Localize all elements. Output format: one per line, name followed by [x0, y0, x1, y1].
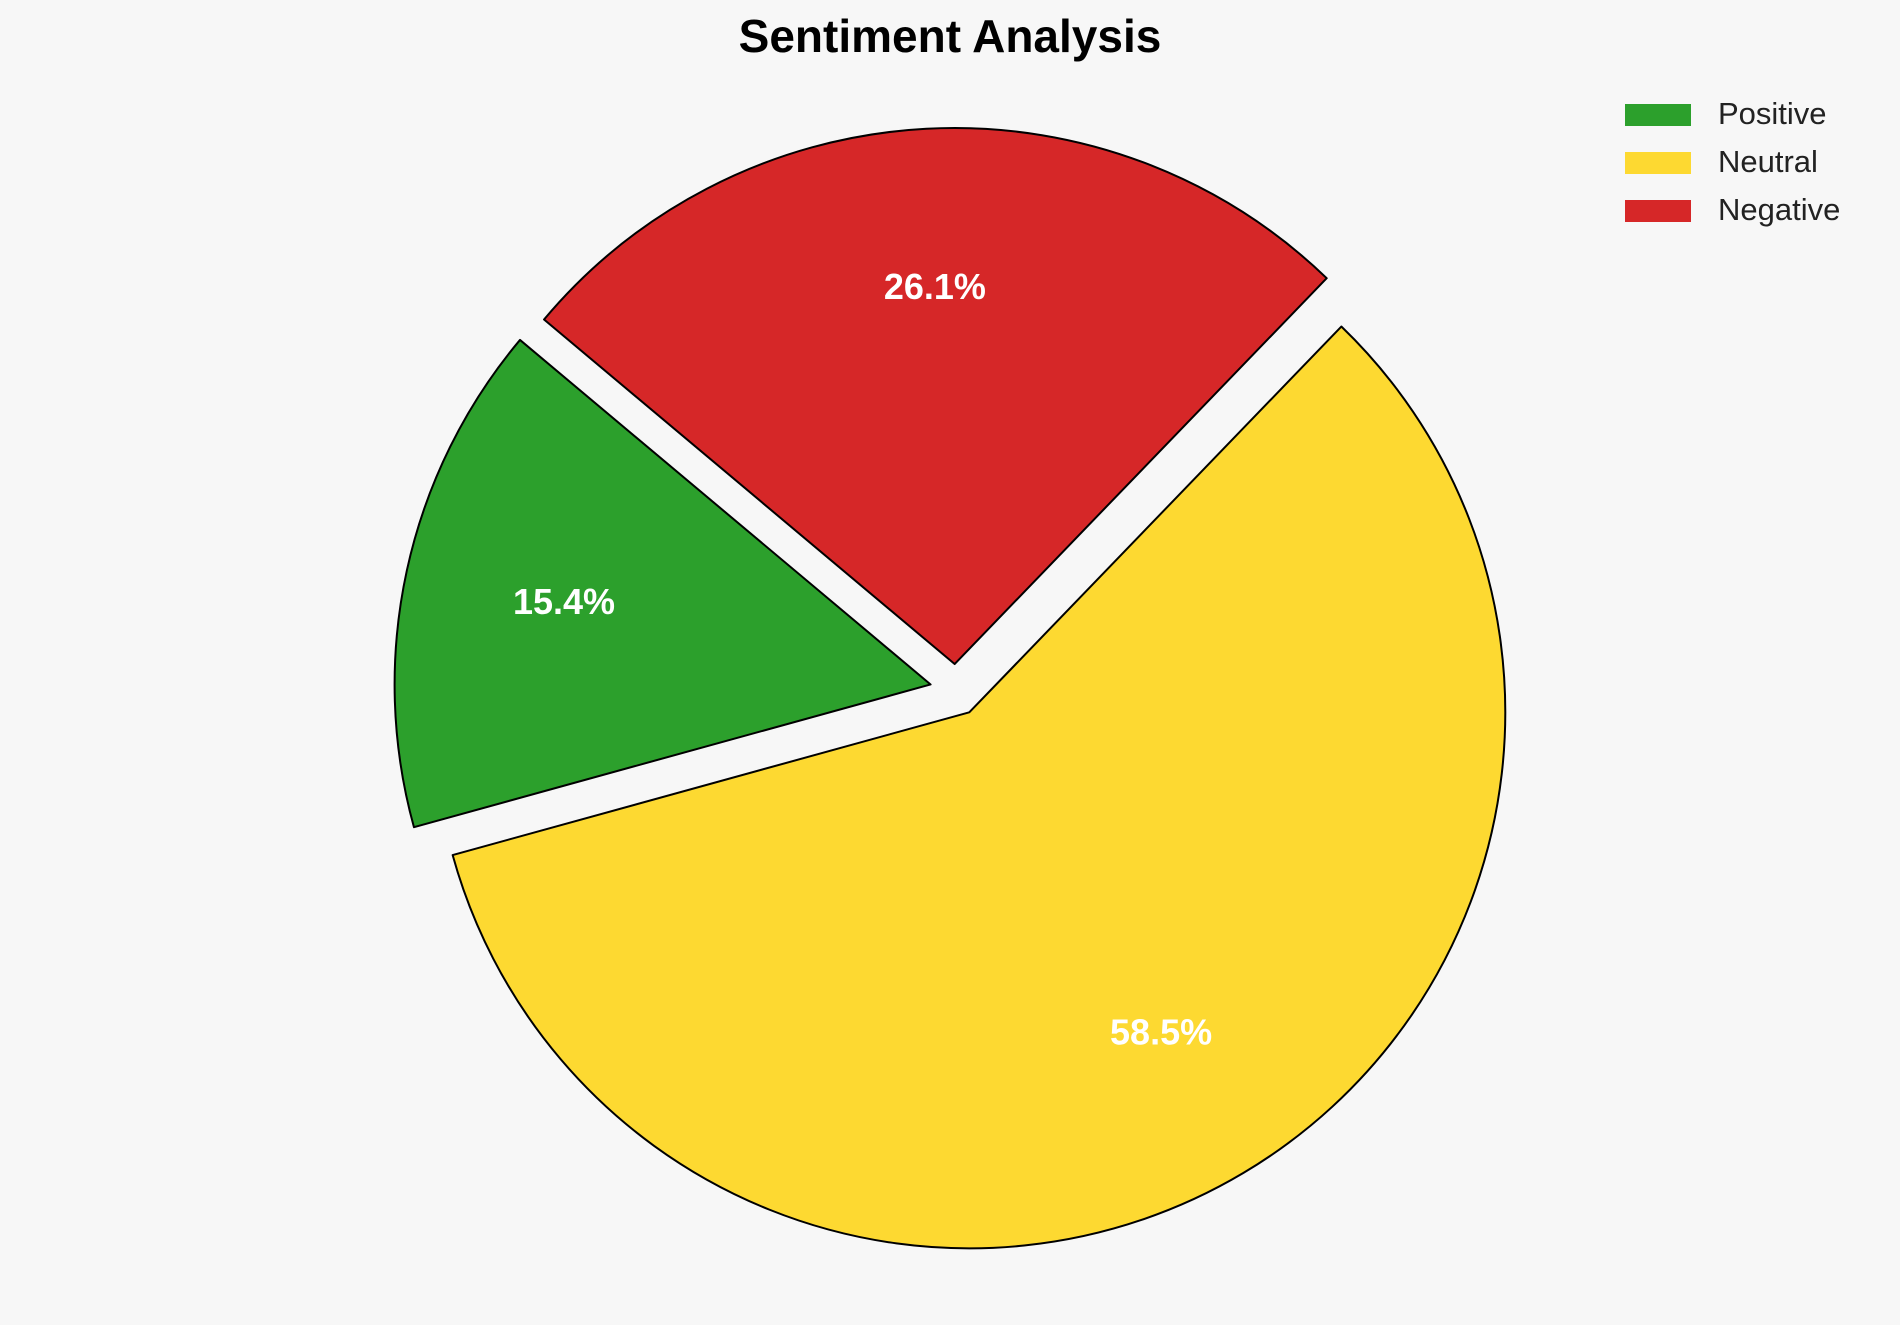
legend-label: Positive — [1718, 96, 1827, 131]
legend-swatch — [1625, 200, 1691, 222]
legend-label: Negative — [1718, 192, 1840, 227]
slice-label: 15.4% — [513, 581, 615, 622]
legend: Positive Neutral Negative — [1625, 96, 1840, 227]
pie-slice — [543, 127, 1328, 666]
slice-label: 26.1% — [884, 266, 986, 307]
chart-title: Sentiment Analysis — [739, 10, 1162, 62]
pie-slice — [393, 338, 932, 829]
pie-slice — [451, 325, 1507, 1250]
legend-swatch — [1625, 104, 1691, 126]
legend-swatch — [1625, 152, 1691, 174]
legend-label: Neutral — [1718, 144, 1818, 179]
pie: 15.4% 58.5% 26.1% — [393, 127, 1507, 1250]
slice-label: 58.5% — [1110, 1011, 1212, 1052]
